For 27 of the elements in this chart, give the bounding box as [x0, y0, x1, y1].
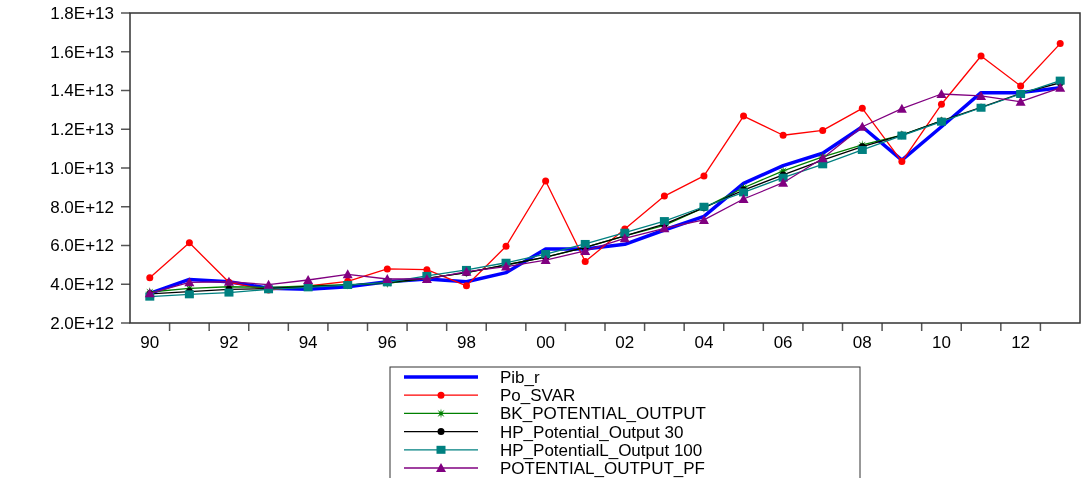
legend-label: POTENTIAL_OUTPUT_PF — [500, 458, 705, 478]
x-tick-label: 92 — [219, 333, 239, 352]
legend-label: HP_PotentialL_Output 100 — [500, 440, 703, 460]
x-tick-label: 94 — [298, 333, 318, 352]
x-tick-label: 10 — [932, 333, 951, 352]
x-tick-label: 02 — [615, 333, 635, 352]
y-tick-label: 4.0E+12 — [50, 275, 114, 295]
y-tick-label: 1.0E+13 — [50, 158, 114, 178]
legend-label: BK_POTENTIAL_OUTPUT — [500, 404, 706, 424]
y-tick-label: 6.0E+12 — [50, 236, 114, 256]
legend-label: Pib_r — [500, 367, 541, 387]
x-tick-label: 06 — [773, 333, 793, 352]
x-tick-label: 98 — [457, 333, 476, 352]
x-tick-label: 90 — [140, 333, 160, 352]
x-tick-label: 08 — [852, 333, 872, 352]
x-tick-label: 12 — [1011, 333, 1031, 352]
y-tick-label: 2.0E+12 — [50, 313, 114, 333]
y-tick-label: 1.4E+13 — [50, 81, 114, 101]
x-tick-label: 04 — [694, 333, 714, 352]
y-tick-label: 1.8E+13 — [50, 3, 114, 23]
y-tick-label: 1.6E+13 — [50, 42, 114, 62]
x-tick-label: 96 — [377, 333, 397, 352]
legend-label: HP_Potential_Output 30 — [500, 422, 684, 442]
legend-label: Po_SVAR — [500, 386, 576, 406]
y-tick-label: 8.0E+12 — [50, 197, 114, 217]
y-tick-label: 1.2E+13 — [50, 120, 114, 140]
x-tick-label: 00 — [536, 333, 556, 352]
